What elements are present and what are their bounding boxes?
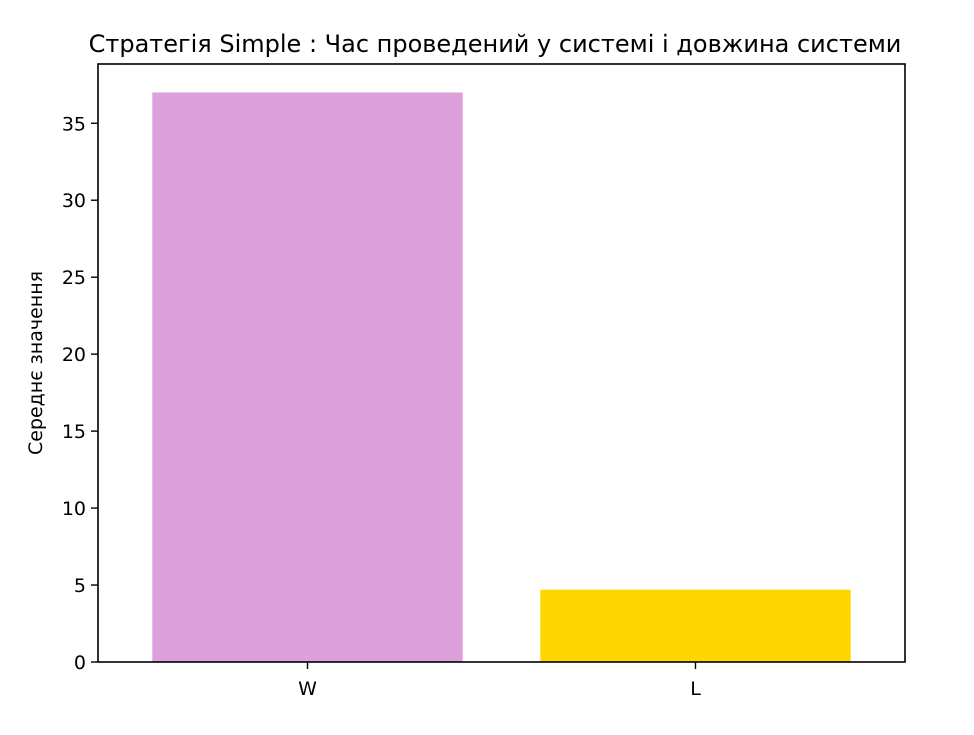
y-tick-label: 5 [74,575,86,597]
bar-w [152,92,463,662]
y-tick-label: 30 [62,190,86,212]
y-tick-label: 25 [62,267,86,289]
y-tick-label: 0 [74,652,86,674]
y-tick-label: 20 [62,344,86,366]
y-tick-label: 35 [62,113,86,135]
bars-layer [152,92,851,662]
bar-l [540,589,851,662]
y-tick-label: 10 [62,498,86,520]
x-tick-label: L [690,678,701,700]
y-axis-ticks: 0 5 10 15 20 25 30 35 [62,113,98,674]
y-tick-label: 15 [62,421,86,443]
x-tick-label: W [298,678,317,700]
y-axis-label: Середнє значення [25,271,47,455]
chart-title: Стратегія Simple : Час проведений у сист… [89,30,902,58]
plot-frame [97,63,906,663]
